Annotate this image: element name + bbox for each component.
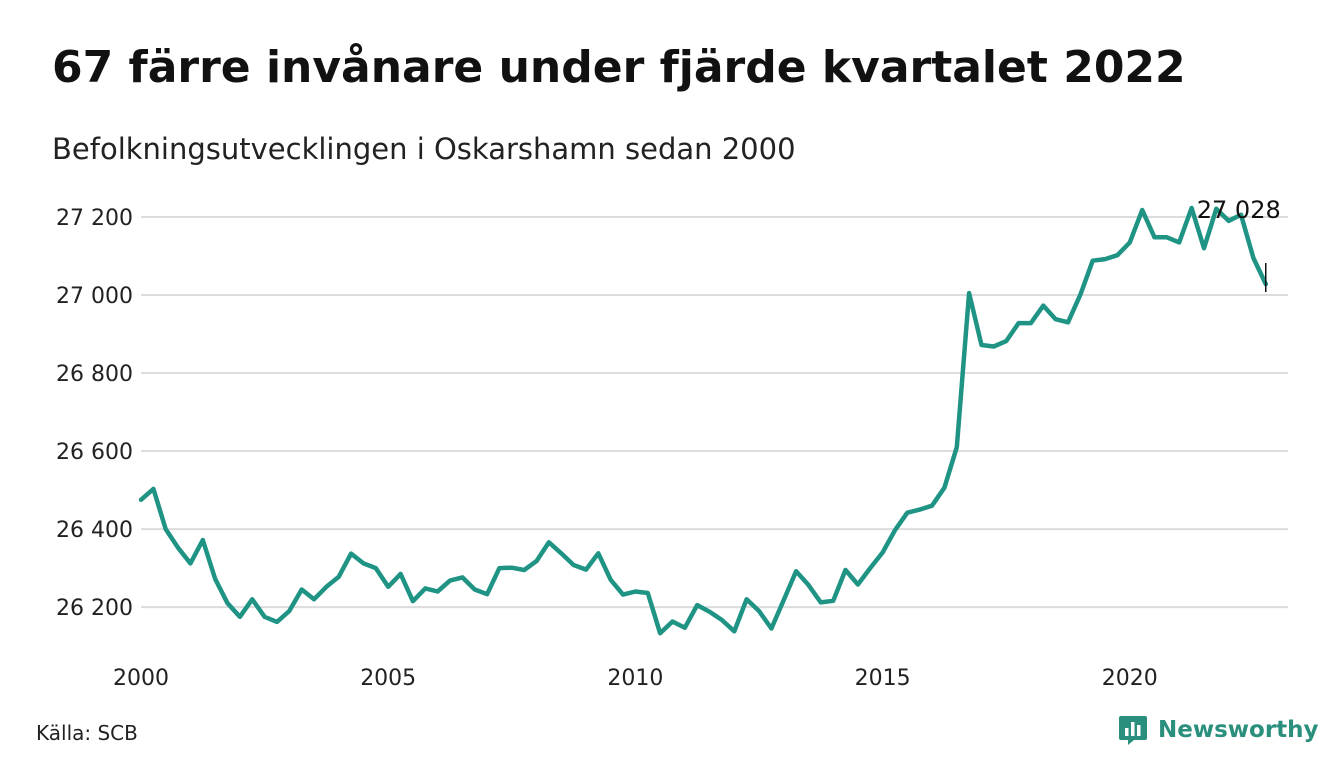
source-note: Källa: SCB bbox=[36, 721, 138, 745]
series-line bbox=[138, 205, 1269, 636]
series-group bbox=[138, 205, 1269, 636]
x-tick-label: 2020 bbox=[1102, 666, 1158, 691]
x-tick-label: 2005 bbox=[360, 666, 416, 691]
annotation-group: 27 028 bbox=[1197, 196, 1281, 292]
x-tick-label: 2010 bbox=[607, 666, 663, 691]
annotation-label: 27 028 bbox=[1197, 196, 1281, 224]
x-tick-label: 2000 bbox=[113, 666, 169, 691]
y-tick-label: 27 200 bbox=[56, 206, 133, 231]
x-axis-ticks: 2000 2005 2010 2015 2020 bbox=[113, 666, 1158, 691]
y-tick-label: 26 200 bbox=[56, 596, 133, 621]
chart-subtitle: Befolkningsutvecklingen i Oskarshamn sed… bbox=[52, 132, 796, 166]
y-tick-label: 27 000 bbox=[56, 284, 133, 309]
y-tick-label: 26 800 bbox=[56, 362, 133, 387]
y-axis-ticks: 26 200 26 400 26 600 26 800 27 000 27 200 bbox=[56, 206, 133, 621]
y-tick-label: 26 400 bbox=[56, 518, 133, 543]
bar-chart-speech-bubble-icon bbox=[1119, 716, 1147, 745]
brand-logo[interactable]: Newsworthy bbox=[1118, 714, 1319, 746]
y-tick-label: 26 600 bbox=[56, 440, 133, 465]
brand-name: Newsworthy bbox=[1158, 717, 1319, 743]
line-chart: 26 200 26 400 26 600 26 800 27 000 27 200 200… bbox=[56, 196, 1288, 691]
gridlines bbox=[141, 216, 1288, 609]
x-tick-label: 2015 bbox=[855, 666, 911, 691]
chart-title: 67 färre invånare under fjärde kvartalet… bbox=[52, 42, 1186, 93]
